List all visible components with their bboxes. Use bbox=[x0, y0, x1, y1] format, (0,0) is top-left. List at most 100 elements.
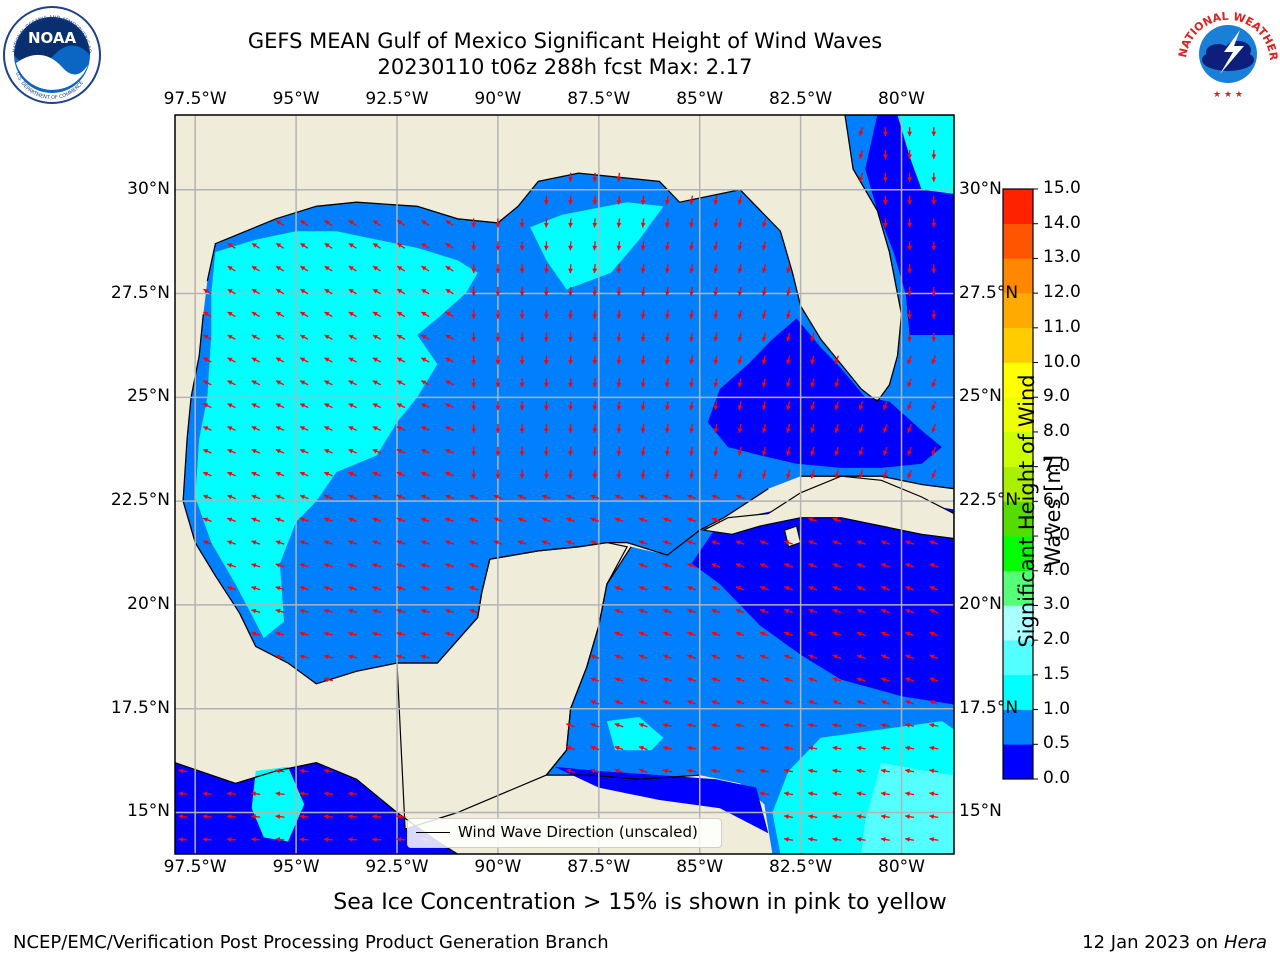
wave-arrow-head bbox=[348, 220, 354, 225]
wave-arrow-head bbox=[471, 405, 477, 411]
wave-arrow-head bbox=[348, 654, 354, 660]
wave-arrow-head bbox=[616, 405, 622, 411]
wave-arrow-head bbox=[348, 334, 354, 340]
wave-arrow-head bbox=[324, 380, 330, 385]
wave-arrow-head bbox=[227, 471, 233, 477]
wave-arrow-head bbox=[420, 540, 426, 545]
lon-tick-bottom: 82.5°W bbox=[769, 857, 833, 877]
wave-arrow-head bbox=[713, 199, 719, 205]
wave-arrow-head bbox=[396, 494, 402, 500]
lon-tick-top: 80°W bbox=[878, 89, 925, 109]
wave-arrow-head bbox=[832, 631, 838, 637]
honduras-bay-waves bbox=[606, 717, 664, 751]
noaa-logo-text: NOAA bbox=[28, 29, 77, 47]
wave-arrow-head bbox=[929, 563, 935, 568]
wave-arrow-head bbox=[227, 334, 233, 340]
wave-arrow-head bbox=[592, 222, 598, 228]
central-gulf-waves bbox=[530, 202, 664, 290]
wave-arrow-head bbox=[663, 654, 669, 660]
wave-arrow-head bbox=[711, 494, 717, 500]
wave-arrow-head bbox=[348, 289, 354, 294]
wave-arrow-head bbox=[519, 382, 525, 388]
wave-arrow-head bbox=[568, 222, 573, 228]
wave-arrow-head bbox=[663, 540, 669, 545]
colorbar-segment bbox=[1003, 189, 1033, 225]
wave-arrow-head bbox=[275, 768, 281, 774]
wave-arrow-head bbox=[687, 631, 693, 637]
wave-arrow-head bbox=[614, 586, 620, 591]
wave-arrow-head bbox=[542, 517, 548, 523]
wave-arrow-head bbox=[372, 608, 378, 614]
wave-arrow-head bbox=[592, 314, 598, 319]
wave-arrow-head bbox=[445, 517, 451, 523]
wave-arrow-head bbox=[543, 474, 549, 479]
cuba-land bbox=[701, 475, 954, 540]
wave-arrow-head bbox=[856, 768, 862, 774]
wave-arrow-head bbox=[784, 563, 790, 568]
colorbar-segment bbox=[1003, 258, 1033, 294]
wave-arrow-head bbox=[858, 450, 864, 456]
wave-arrow-head bbox=[761, 359, 767, 365]
wave-arrow-head bbox=[397, 334, 403, 340]
wave-arrow-head bbox=[735, 745, 741, 751]
wave-arrow-head bbox=[299, 768, 305, 774]
wave-arrow-head bbox=[396, 654, 402, 660]
wave-arrow-head bbox=[687, 768, 692, 774]
map-plot-area bbox=[175, 115, 954, 854]
wave-arrow-head bbox=[590, 677, 596, 682]
wave-arrow-head bbox=[275, 471, 281, 477]
wave-arrow-head bbox=[373, 266, 378, 271]
wave-arrow-head bbox=[590, 494, 596, 500]
wave-arrow-head bbox=[251, 357, 257, 363]
wave-arrow-head bbox=[397, 243, 403, 248]
wave-arrow-head bbox=[616, 268, 622, 274]
wave-arrow-head bbox=[396, 631, 402, 637]
wave-arrow-head bbox=[251, 494, 257, 500]
wave-arrow-head bbox=[471, 451, 477, 456]
wave-arrow-head bbox=[834, 359, 840, 365]
wave-arrow-head bbox=[786, 290, 791, 296]
wave-arrow-head bbox=[808, 631, 814, 637]
wave-arrow-head bbox=[592, 245, 598, 251]
wave-arrow-head bbox=[687, 745, 692, 751]
wave-arrow-head bbox=[519, 314, 525, 319]
colorbar-label: 14.0 bbox=[1043, 212, 1081, 233]
wave-arrow-head bbox=[905, 745, 910, 751]
wave-arrow-head bbox=[543, 291, 549, 296]
wave-arrow-head bbox=[616, 314, 622, 319]
wave-arrow-head bbox=[495, 360, 501, 365]
wave-arrow-head bbox=[931, 223, 937, 228]
wave-arrow-head bbox=[227, 403, 233, 408]
nws-logo: NATIONAL WEATHER SERVICE ★ ★ ★ bbox=[1178, 2, 1278, 100]
wave-arrow-head bbox=[929, 654, 935, 660]
wave-arrow-head bbox=[711, 700, 717, 705]
chart-subtitle: 20230110 t06z 288h fcst Max: 2.17 bbox=[377, 55, 753, 79]
pacific-tehuantepec-waves bbox=[251, 766, 305, 842]
wave-arrow-head bbox=[519, 291, 525, 296]
lat-tick-right: 17.5°N bbox=[959, 697, 1019, 718]
wave-arrow-head bbox=[299, 837, 305, 842]
wave-arrow-head bbox=[640, 473, 646, 479]
wave-arrow-head bbox=[808, 517, 814, 523]
wave-arrow-head bbox=[907, 268, 912, 274]
wave-arrow-head bbox=[614, 745, 620, 751]
wave-arrow-head bbox=[640, 314, 646, 319]
western-gulf-waves bbox=[195, 231, 478, 639]
wave-arrow-head bbox=[275, 540, 281, 545]
wave-arrow-head bbox=[275, 631, 281, 637]
wave-arrow-head bbox=[396, 837, 402, 842]
colorbar-segment bbox=[1003, 466, 1033, 502]
wave-arrow-head bbox=[931, 359, 937, 365]
wave-arrow-head bbox=[711, 722, 717, 728]
wave-arrow-head bbox=[519, 245, 525, 251]
wave-arrow-head bbox=[858, 427, 864, 433]
colorbar-title: Significant Height of Wind Waves [m] bbox=[1014, 311, 1066, 711]
wave-arrow-head bbox=[905, 608, 911, 614]
wave-arrow-head bbox=[786, 450, 791, 456]
wave-arrow-head bbox=[638, 768, 644, 774]
wave-arrow-head bbox=[300, 426, 306, 431]
colorbar-label: 15.0 bbox=[1043, 178, 1081, 198]
wave-arrow-head bbox=[711, 517, 717, 523]
wave-arrow-head bbox=[663, 494, 669, 500]
wave-arrow-head bbox=[445, 357, 451, 363]
